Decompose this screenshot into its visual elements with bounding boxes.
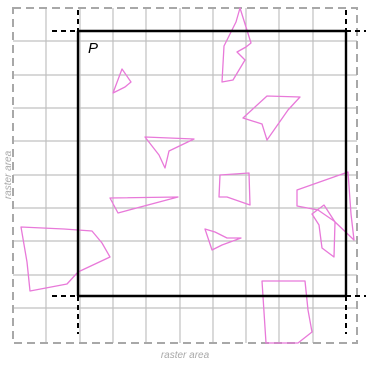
raster-grid: [13, 8, 357, 343]
polygon-shape: [109, 196, 179, 214]
raster-area-label-bottom: raster area: [161, 350, 210, 361]
corner-label-p: P: [88, 40, 98, 57]
polygon-shape: [296, 171, 355, 241]
polygon-shape: [221, 7, 252, 83]
raster-area-label-left: raster area: [3, 150, 14, 199]
polygon-shape: [311, 204, 336, 258]
frame-p: [52, 10, 366, 334]
polygon-shape: [242, 95, 301, 141]
polygon-shape: [261, 280, 313, 344]
raster-area-border: [12, 7, 358, 344]
polygon-shape: [218, 172, 251, 206]
polygon-shape: [204, 228, 242, 251]
polygon-shape: [20, 226, 111, 292]
polygon-shape: [112, 68, 132, 94]
polygon-shape: [144, 136, 195, 169]
polygon-group: [20, 7, 355, 344]
